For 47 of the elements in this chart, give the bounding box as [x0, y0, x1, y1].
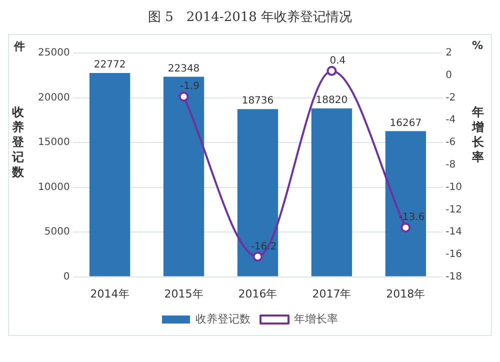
data-label: 18820 [316, 94, 348, 106]
point [400, 222, 411, 233]
data-label: -1.9 [180, 81, 200, 92]
x-tick-label: 2015年 [164, 287, 204, 300]
legend-label: 年增长率 [294, 312, 338, 326]
bar [89, 72, 130, 276]
text: % [472, 39, 484, 52]
data-label: 18736 [242, 96, 274, 107]
y2-tick-label: 0 [446, 70, 452, 81]
y2-tick-label: -12 [446, 204, 462, 216]
text: 件 [14, 39, 25, 54]
chart-title: 图 5 2014-2018 年收养登记情况 [146, 9, 354, 26]
y-tick-label: 10000 [38, 182, 70, 193]
y-tick-label: 0 [63, 271, 70, 282]
point [326, 66, 337, 76]
point [252, 252, 263, 262]
data-label: 0.4 [330, 56, 346, 66]
point [178, 92, 189, 102]
y-tick-label: 25000 [38, 48, 70, 59]
y-axis-title: 收养登记数 [12, 105, 25, 180]
y-tick-label: 15000 [38, 137, 70, 148]
bar [311, 108, 352, 276]
y2-tick-label: -14 [446, 226, 462, 238]
bar [237, 109, 278, 276]
y2-axis-title: 年增长率 [472, 105, 485, 165]
y2-tick-label: -2 [446, 92, 456, 104]
data-label: -13.6 [398, 212, 425, 224]
x-tick-label: 2016年 [238, 287, 278, 300]
y2-tick-label: -8 [446, 159, 456, 170]
y2-tick-label: 2 [446, 48, 452, 59]
x-tick-label: 2014年 [90, 287, 130, 300]
x-tick-label: 2018年 [386, 287, 426, 300]
data-label: 16267 [390, 118, 422, 129]
y-tick-label: 20000 [38, 92, 70, 104]
data-label: -16.2 [250, 241, 277, 252]
bar [385, 131, 426, 276]
y2-tick-label: -18 [446, 271, 462, 282]
data-label: 22772 [94, 60, 126, 71]
y2-tick-label: -4 [446, 114, 456, 126]
legend-label: 收养登记数 [196, 312, 250, 326]
y-tick-label: 5000 [44, 226, 70, 238]
x-tick-label: 2017年 [312, 287, 352, 300]
y2-tick-label: -16 [446, 249, 462, 260]
bar [163, 76, 204, 276]
y2-tick-label: -6 [446, 137, 456, 148]
data-label: 22348 [168, 63, 200, 74]
y2-tick-label: -10 [446, 182, 462, 193]
